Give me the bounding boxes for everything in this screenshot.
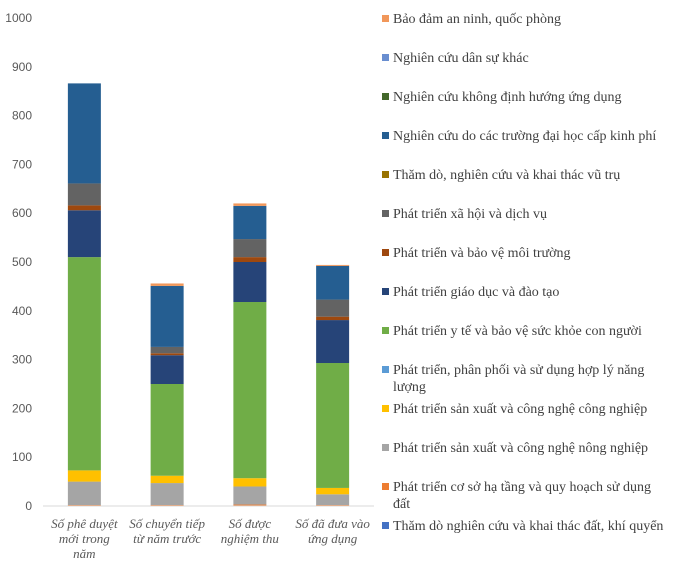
bar-segment [150, 384, 184, 476]
bar-segment [233, 205, 267, 240]
legend-label: Thăm dò, nghiên cứu và khai thác vũ trụ [393, 168, 620, 183]
x-axis-categories: Số phê duyệt mới trong năm Số chuyển tiếp từ… [51, 516, 370, 561]
y-tick-label: 300 [12, 353, 32, 367]
y-axis-ticks: 0 100 200 300 400 500 600 700 800 900 1000 [5, 11, 32, 513]
x-category-label: Số phê duyệt mới trong năm [51, 516, 118, 561]
legend-label: Phát triển y tế và bảo vệ sức khỏe con n… [393, 324, 642, 339]
legend-swatch [382, 93, 389, 100]
y-tick-label: 500 [12, 255, 32, 269]
y-tick-label: 700 [12, 157, 32, 171]
x-category-label: Số được nghiệm thu [221, 516, 280, 546]
bar-segment [233, 257, 267, 262]
bar-segment [150, 285, 184, 347]
legend-label: Thăm dò nghiên cứu và khai thác đất, khí… [393, 519, 663, 534]
bar-segment [150, 355, 184, 384]
y-tick-label: 100 [12, 450, 32, 464]
bar-segment [233, 504, 267, 506]
legend-label: Nghiên cứu do các trường đại học cấp kin… [393, 129, 656, 144]
bar-segment [67, 470, 101, 482]
legend-swatch [382, 327, 389, 334]
legend-label: Phát triển, phân phối và sử dụng hợp lý … [393, 363, 644, 395]
bar-segment [67, 257, 101, 471]
bar-segment [67, 481, 101, 506]
legend-swatch [382, 210, 389, 217]
bar-segment [67, 205, 101, 211]
bar-segment [316, 320, 350, 364]
legend-swatch [382, 171, 389, 178]
bar-segment [316, 316, 350, 321]
legend-swatch [382, 249, 389, 256]
y-tick-label: 600 [12, 206, 32, 220]
legend-label: Phát triển và bảo vệ môi trường [393, 246, 571, 261]
y-tick-label: 800 [12, 109, 32, 123]
bar-segment [316, 487, 350, 495]
bar-segment [316, 265, 350, 300]
bar-segment [233, 239, 267, 258]
bar-segment [67, 210, 101, 258]
legend-swatch [382, 132, 389, 139]
legend-swatch [382, 54, 389, 61]
bar-segment [316, 264, 350, 266]
bar-segment [316, 299, 350, 317]
legend-label: Phát triển xã hội và dịch vụ [393, 207, 547, 222]
bar-segment [150, 283, 184, 286]
legend-label: Nghiên cứu không định hướng ứng dụng [393, 90, 621, 105]
x-category-label: Số chuyển tiếp từ năm trước [129, 516, 205, 546]
bar-segment [150, 483, 184, 506]
bar-segments [67, 83, 350, 506]
bar-segment [150, 353, 184, 356]
legend-swatch [382, 483, 389, 490]
legend-swatch [382, 15, 389, 22]
x-category-label: Số đã đưa vào ứng dụng [295, 516, 370, 546]
y-tick-label: 200 [12, 401, 32, 415]
legend-label: Bảo đảm an ninh, quốc phòng [393, 12, 561, 27]
bar-segment [67, 183, 101, 206]
bar-segment [150, 346, 184, 354]
bar-segment [150, 475, 184, 484]
legend-label: Nghiên cứu dân sự khác [393, 51, 529, 66]
y-tick-label: 400 [12, 304, 32, 318]
legend-swatch [382, 366, 389, 373]
y-tick-label: 0 [25, 499, 32, 513]
bar-segment [316, 363, 350, 488]
legend-label: Phát triển sản xuất và công nghệ nông ng… [393, 441, 648, 456]
bar-segment [233, 478, 267, 487]
legend: Bảo đảm an ninh, quốc phòng Nghiên cứu dâ… [382, 12, 663, 534]
legend-label: Phát triển cơ sở hạ tầng và quy hoạch sử… [393, 480, 651, 512]
legend-swatch [382, 288, 389, 295]
bar-segment [316, 494, 350, 506]
bar-segment [233, 302, 267, 479]
y-tick-label: 900 [12, 60, 32, 74]
bar-segment [233, 203, 267, 206]
bar-segment [67, 83, 101, 184]
y-tick-label: 1000 [5, 11, 32, 25]
legend-label: Phát triển sản xuất và công nghệ công ng… [393, 402, 647, 417]
legend-swatch [382, 444, 389, 451]
legend-swatch [382, 522, 389, 529]
bar-segment [233, 486, 267, 505]
legend-label: Phát triển giáo dục và đào tạo [393, 285, 559, 300]
bar-segment [233, 262, 267, 303]
legend-swatch [382, 405, 389, 412]
